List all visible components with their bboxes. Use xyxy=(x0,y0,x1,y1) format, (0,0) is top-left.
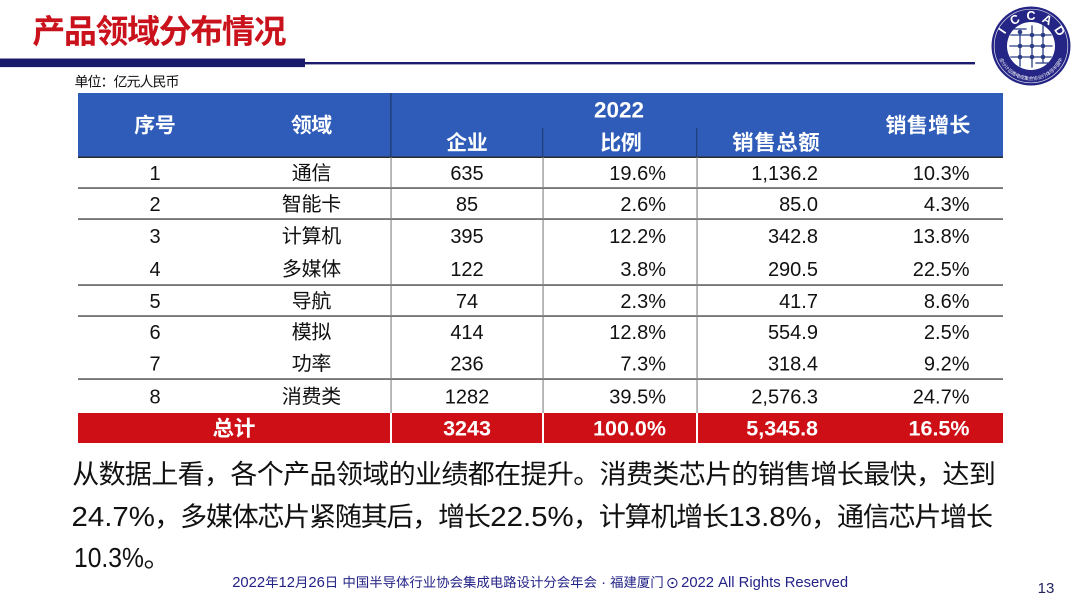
svg-text:1: 1 xyxy=(149,163,160,185)
svg-text:8: 8 xyxy=(149,386,160,408)
svg-text:1282: 1282 xyxy=(445,386,490,408)
svg-text:·: · xyxy=(597,575,610,591)
svg-text:7: 7 xyxy=(149,353,160,375)
svg-text:3: 3 xyxy=(149,226,160,248)
svg-text:2.6%: 2.6% xyxy=(620,194,666,216)
svg-text:85: 85 xyxy=(456,194,478,216)
svg-text:10.3%: 10.3% xyxy=(913,163,970,185)
svg-text:16.5%: 16.5% xyxy=(909,417,970,441)
svg-text:24.7%: 24.7% xyxy=(72,501,155,532)
svg-text:2022: 2022 xyxy=(232,575,265,591)
svg-text:2022: 2022 xyxy=(594,98,644,123)
svg-text:10.3%: 10.3% xyxy=(74,542,144,573)
svg-text:13: 13 xyxy=(1038,580,1055,597)
svg-text:I: I xyxy=(996,26,1010,37)
svg-text:85.0: 85.0 xyxy=(779,194,818,216)
svg-text:290.5: 290.5 xyxy=(768,259,818,281)
svg-text:12.2%: 12.2% xyxy=(609,226,666,248)
svg-text:19.6%: 19.6% xyxy=(609,163,666,185)
svg-text:22.5%: 22.5% xyxy=(490,501,573,532)
svg-text:9.2%: 9.2% xyxy=(924,353,970,375)
svg-text:13.8%: 13.8% xyxy=(913,226,970,248)
svg-text:236: 236 xyxy=(450,353,483,375)
svg-text:342.8: 342.8 xyxy=(768,226,818,248)
svg-text:41.7: 41.7 xyxy=(779,291,818,313)
svg-text:3243: 3243 xyxy=(443,417,491,441)
svg-text:395: 395 xyxy=(450,226,483,248)
svg-text:122: 122 xyxy=(450,259,483,281)
svg-text:8.6%: 8.6% xyxy=(924,291,970,313)
svg-text:12.8%: 12.8% xyxy=(609,322,666,344)
svg-text:24.7%: 24.7% xyxy=(913,386,970,408)
svg-text:2.3%: 2.3% xyxy=(620,291,666,313)
svg-text:414: 414 xyxy=(450,322,483,344)
svg-text:22.5%: 22.5% xyxy=(913,259,970,281)
svg-text:2022 All Rights Reserved: 2022 All Rights Reserved xyxy=(681,575,848,591)
svg-text:74: 74 xyxy=(456,291,478,313)
svg-text:5,345.8: 5,345.8 xyxy=(746,417,818,441)
svg-text:2,576.3: 2,576.3 xyxy=(751,386,818,408)
svg-text:100.0%: 100.0% xyxy=(593,417,666,441)
svg-text:6: 6 xyxy=(149,322,160,344)
svg-text:318.4: 318.4 xyxy=(768,353,818,375)
svg-text:39.5%: 39.5% xyxy=(609,386,666,408)
svg-text:4: 4 xyxy=(149,259,160,281)
svg-text:635: 635 xyxy=(450,163,483,185)
svg-text:554.9: 554.9 xyxy=(768,322,818,344)
svg-text:26: 26 xyxy=(308,575,324,591)
svg-text:1,136.2: 1,136.2 xyxy=(751,163,818,185)
svg-text:2.5%: 2.5% xyxy=(924,322,970,344)
svg-text:3.8%: 3.8% xyxy=(620,259,666,281)
svg-text:4.3%: 4.3% xyxy=(924,194,970,216)
svg-text:C: C xyxy=(1026,9,1035,23)
svg-text:13.8%: 13.8% xyxy=(728,501,811,532)
svg-text:12: 12 xyxy=(279,575,295,591)
svg-text:2: 2 xyxy=(149,194,160,216)
svg-text:7.3%: 7.3% xyxy=(620,353,666,375)
svg-text:5: 5 xyxy=(149,291,160,313)
